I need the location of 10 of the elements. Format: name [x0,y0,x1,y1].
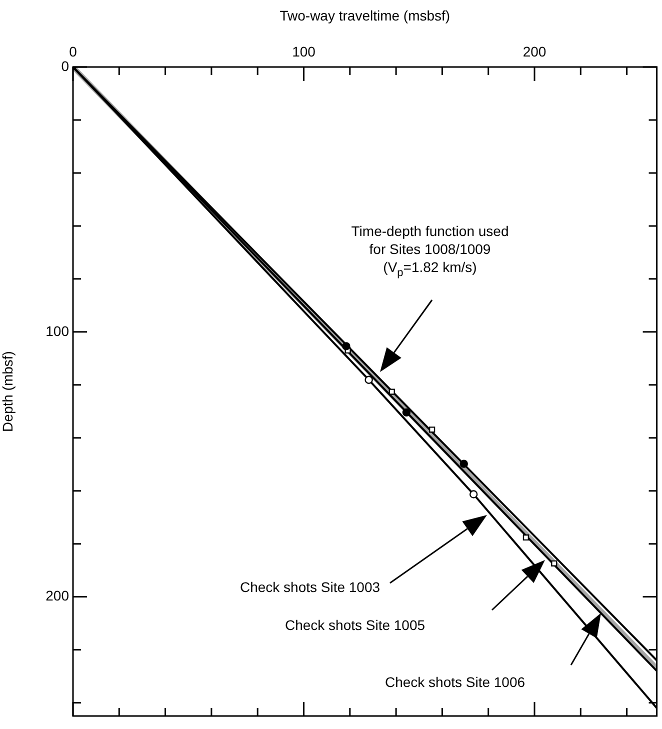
x-tick-label: 200 [522,43,546,60]
y-tick-label: 100 [46,322,70,339]
annotation: Check shots Site 1005 [284,617,426,633]
x-tick-label: 100 [292,43,316,60]
annotation: Check shots Site 1003 [240,579,380,595]
annotation: Check shots Site 1006 [384,674,526,690]
y-axis-title: Depth (mbsf) [0,351,16,432]
y-tick-label: 200 [46,588,70,604]
y-tick-label: 0 [61,58,70,74]
x-axis-title: Two-way traveltime (msbsf) [280,7,450,24]
